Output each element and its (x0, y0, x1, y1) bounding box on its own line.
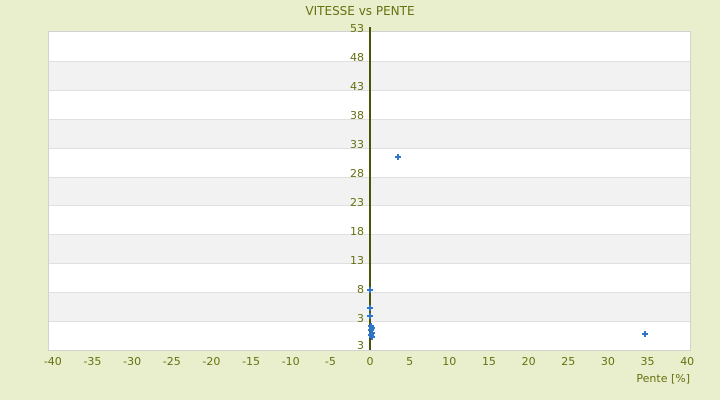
x-tick-label: 35 (640, 355, 655, 368)
y-tick-label: 13 (350, 254, 364, 267)
x-tick-label: 10 (442, 355, 457, 368)
y-tick-label: 3 (357, 312, 364, 325)
x-tick-label: 25 (561, 355, 576, 368)
x-tick-label: -25 (162, 355, 181, 368)
y-tick-label: 43 (350, 80, 364, 93)
y-tick-label: 8 (357, 283, 364, 296)
x-tick-label: -40 (43, 355, 62, 368)
y-tick-label: 38 (350, 109, 364, 122)
x-tick-label: -30 (123, 355, 142, 368)
y-axis-zero-line (369, 27, 371, 350)
x-tick-label: -10 (281, 355, 300, 368)
data-point-marker (368, 333, 375, 340)
y-tick-label: 53 (350, 22, 364, 35)
x-tick-label: -15 (242, 355, 261, 368)
x-tick-label: -20 (202, 355, 221, 368)
x-tick-label: 40 (680, 355, 695, 368)
data-point-marker (367, 312, 373, 319)
data-point-marker (367, 286, 373, 293)
y-tick-label: 28 (350, 167, 364, 180)
x-tick-label: -5 (324, 355, 336, 368)
data-point-marker (394, 153, 401, 160)
y-tick-label: 3 (357, 339, 364, 352)
x-tick-label: 30 (600, 355, 615, 368)
data-point-marker (367, 304, 373, 311)
y-tick-label: 48 (350, 51, 364, 64)
x-tick-label: 15 (481, 355, 496, 368)
x-tick-label: 5 (406, 355, 414, 368)
x-tick-label: 20 (521, 355, 536, 368)
data-point-marker (642, 330, 649, 337)
x-axis-label: Pente [%] (636, 372, 690, 385)
x-tick-label: 0 (366, 355, 374, 368)
chart-title: VITESSE vs PENTE (305, 4, 415, 18)
y-tick-label: 18 (350, 225, 364, 238)
x-tick-label: -35 (83, 355, 102, 368)
y-tick-label: 33 (350, 138, 364, 151)
y-tick-label: 23 (350, 196, 364, 209)
